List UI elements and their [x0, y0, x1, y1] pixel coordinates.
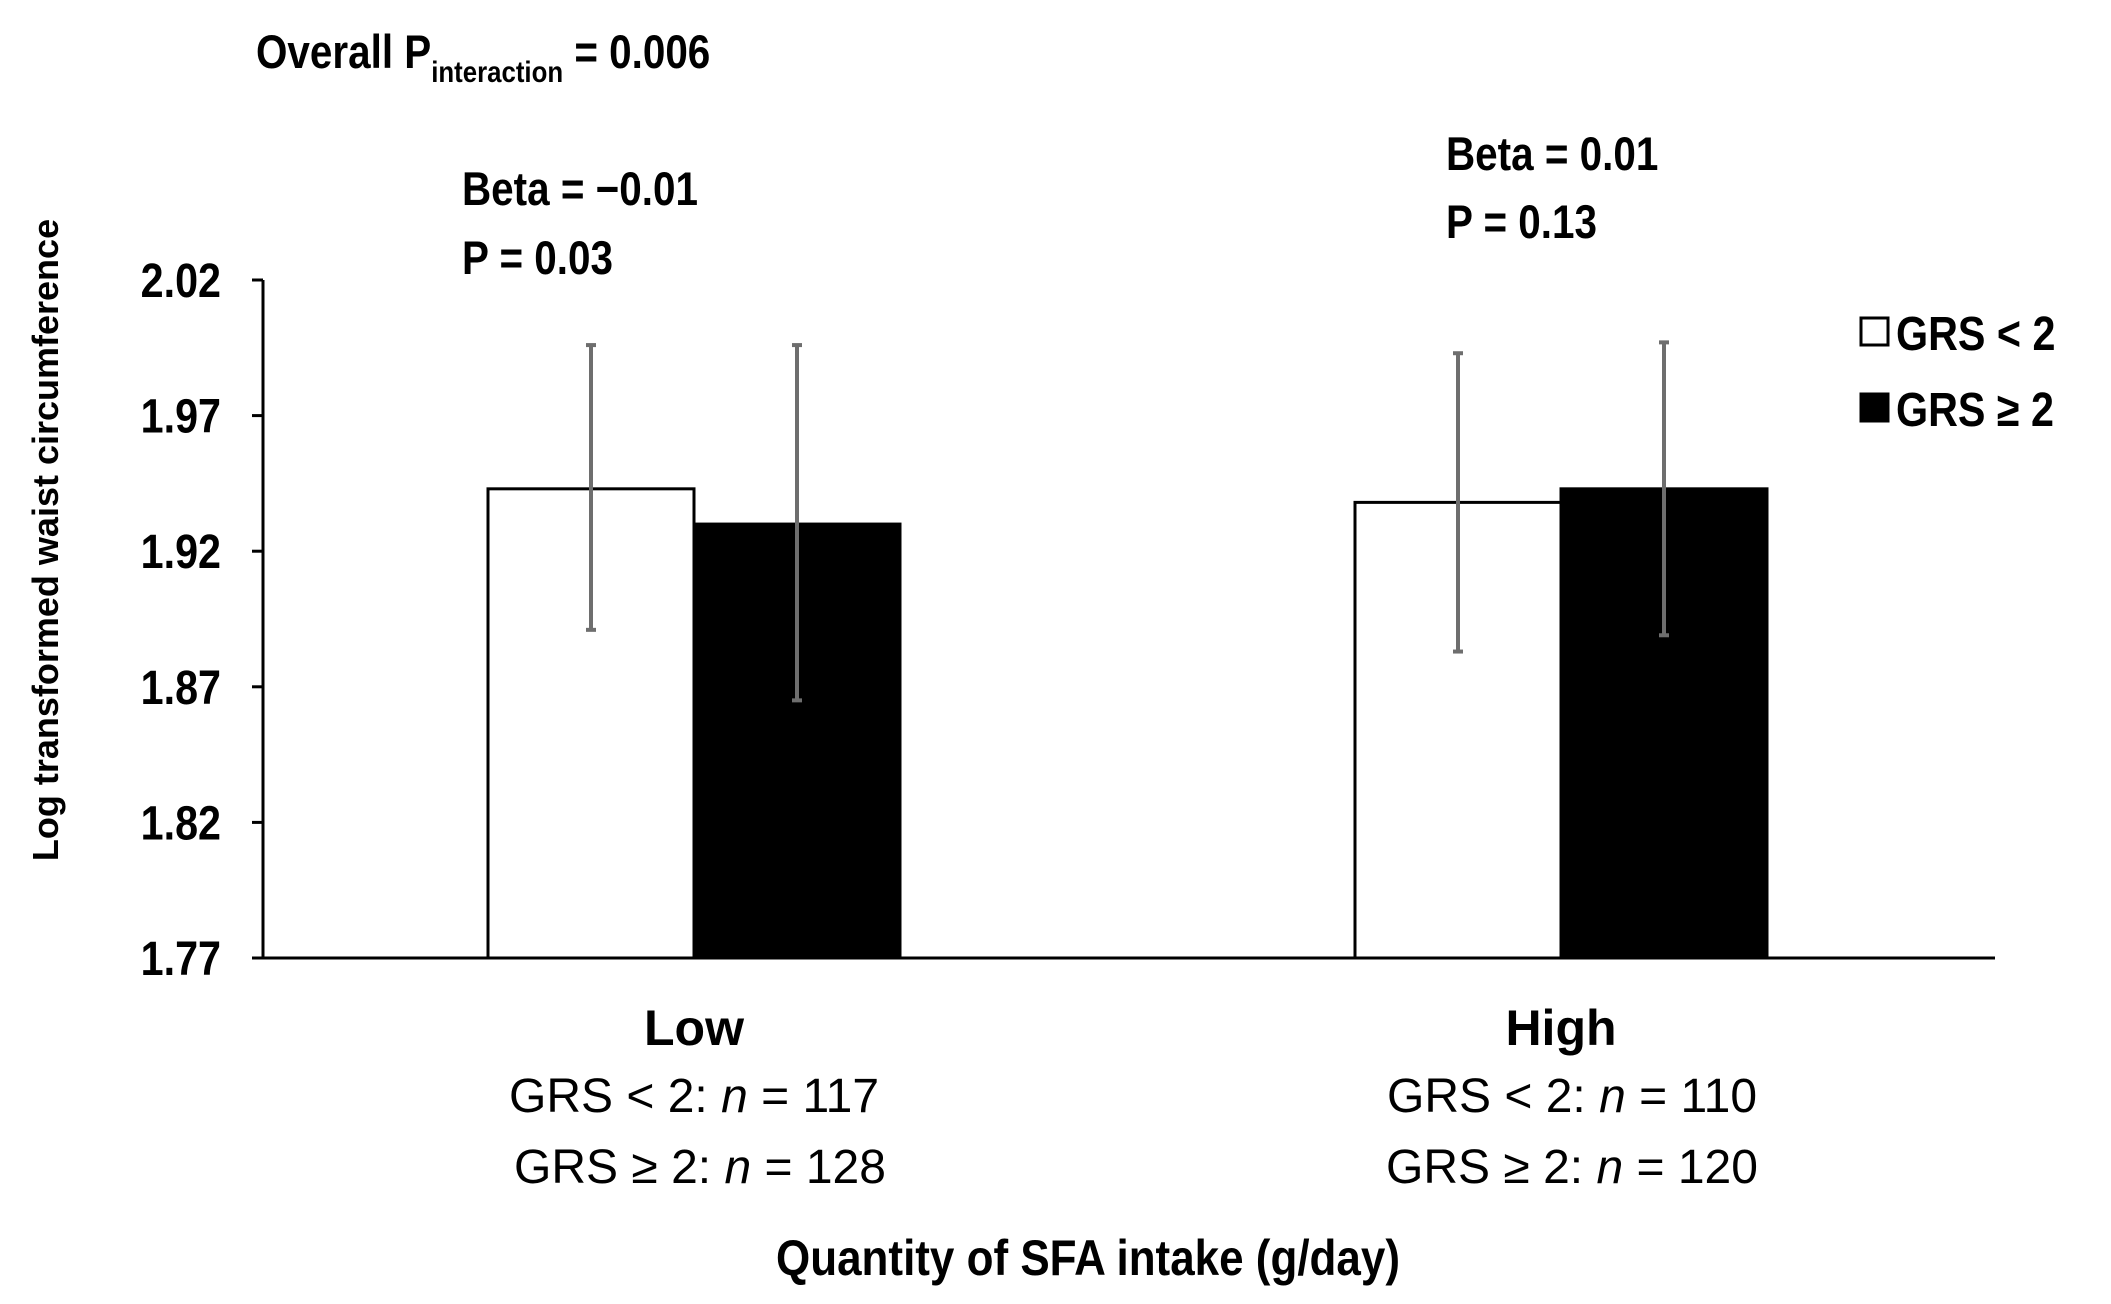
y-tick-label: 2.02: [141, 254, 221, 308]
legend-swatch-grs-lt2: [1859, 316, 1890, 347]
category-label-high: High: [1505, 1000, 1616, 1056]
y-tick-label: 1.77: [141, 932, 221, 986]
y-tick-label: 1.92: [141, 525, 221, 579]
legend-label-grs-lt2: GRS < 2: [1896, 307, 2055, 361]
y-tick-label: 1.87: [141, 661, 221, 715]
low-n-grs-ge2: GRS ≥ 2: n = 128: [514, 1141, 886, 1194]
y-axis-title: Log transformed waist circumference: [25, 219, 66, 861]
x-axis-title: Quantity of SFA intake (g/day): [776, 1229, 1400, 1285]
low-p-annotation: P = 0.03: [462, 232, 613, 285]
legend: GRS < 2 GRS ≥ 2: [1859, 307, 2055, 437]
low-beta-annotation: Beta = −0.01: [462, 163, 698, 216]
category-label-low: Low: [644, 1000, 744, 1056]
high-p-annotation: P = 0.13: [1446, 196, 1597, 249]
y-tick-label: 1.82: [141, 797, 221, 851]
legend-label-grs-ge2: GRS ≥ 2: [1896, 383, 2054, 437]
high-n-grs-lt2: GRS < 2: n = 110: [1387, 1070, 1757, 1123]
high-beta-annotation: Beta = 0.01: [1446, 128, 1658, 181]
y-tick-label: 1.97: [141, 390, 221, 444]
legend-swatch-grs-ge2: [1859, 392, 1890, 423]
overall-p-annotation: Overall Pinteraction = 0.006: [256, 26, 710, 88]
low-n-grs-lt2: GRS < 2: n = 117: [509, 1070, 879, 1123]
high-n-grs-ge2: GRS ≥ 2: n = 120: [1386, 1141, 1758, 1194]
